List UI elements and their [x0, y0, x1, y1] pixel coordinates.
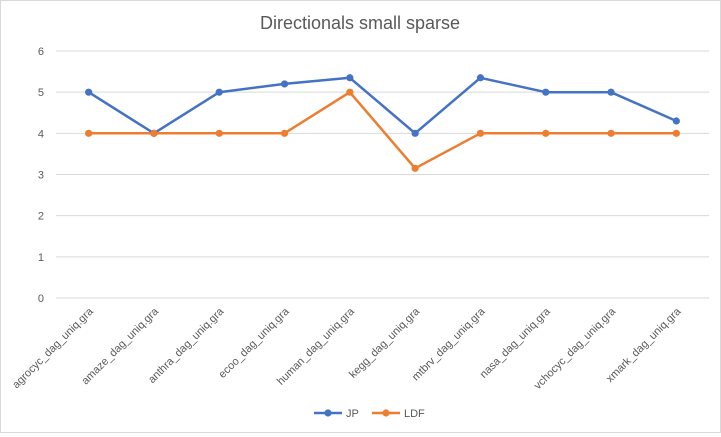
data-point-ldf — [280, 129, 289, 137]
data-point-jp — [215, 88, 223, 96]
series-points — [85, 74, 680, 172]
x-tick-label: nasa_dag_uniq.gra — [478, 305, 554, 381]
data-point-ldf — [607, 129, 615, 137]
data-point-ldf — [215, 129, 223, 137]
data-point-jp — [607, 88, 615, 96]
data-point-jp — [542, 88, 550, 96]
y-axis-tick-labels: 0 1 2 3 4 5 6 — [38, 46, 44, 305]
y-tick-label: 1 — [38, 252, 44, 264]
legend-marker-jp — [324, 409, 332, 417]
legend-label-jp: JP — [346, 408, 359, 420]
y-tick-label: 6 — [38, 46, 44, 58]
x-tick-label: anthra_dag_uniq.gra — [146, 305, 227, 386]
data-point-jp — [411, 129, 419, 137]
data-point-ldf — [346, 88, 354, 96]
x-tick-label: mtbrv_dag_uniq.gra — [410, 305, 488, 383]
data-point-ldf — [672, 129, 680, 137]
series-line-jp — [87, 76, 678, 135]
y-tick-label: 4 — [38, 128, 44, 140]
series-lines — [87, 76, 678, 170]
y-tick-label: 5 — [38, 87, 44, 99]
x-tick-label: xmark_dag_uniq.gra — [604, 305, 684, 385]
y-tick-label: 2 — [38, 211, 44, 223]
x-tick-label: kegg_dag_uniq.gra — [347, 305, 423, 381]
legend: JP LDF — [314, 408, 425, 420]
data-point-ldf — [476, 129, 485, 137]
y-tick-label: 0 — [38, 293, 44, 305]
series-line-ldf — [87, 90, 678, 170]
data-point-jp — [476, 74, 485, 82]
gridlines — [56, 50, 709, 299]
data-point-jp — [346, 74, 354, 82]
legend-label-ldf: LDF — [404, 408, 425, 420]
data-point-ldf — [411, 164, 419, 172]
data-point-ldf — [150, 129, 158, 137]
chart-title: Directionals small sparse — [260, 13, 460, 33]
data-point-jp — [85, 88, 93, 96]
x-tick-label: ecoo_dag_uniq.gra — [217, 305, 293, 381]
data-point-jp — [280, 80, 289, 88]
data-point-ldf — [85, 129, 93, 137]
data-point-ldf — [542, 129, 550, 137]
data-point-jp — [672, 117, 680, 125]
x-axis-tick-labels: agrocyc_dag_uniq.graamaze_dag_uniq.graan… — [10, 305, 684, 392]
legend-marker-ldf — [382, 409, 390, 417]
y-tick-label: 3 — [38, 170, 44, 182]
